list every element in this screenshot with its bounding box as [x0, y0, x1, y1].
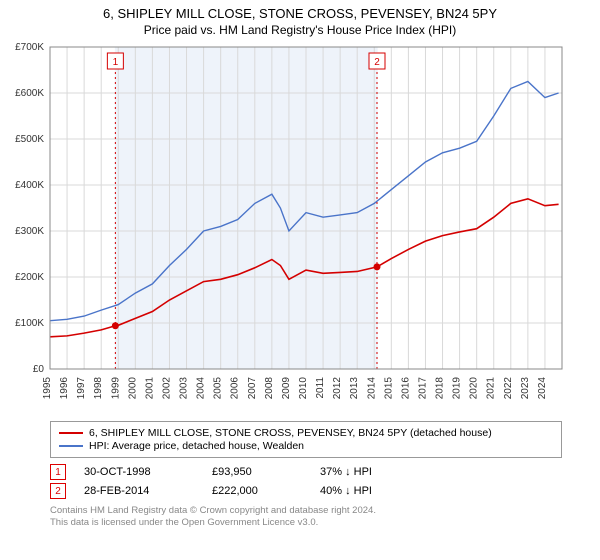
y-axis-label: £200K: [15, 272, 44, 283]
x-axis-label: 2001: [144, 377, 155, 400]
legend-swatch: [59, 445, 83, 447]
marker-badge-text: 1: [113, 57, 119, 68]
legend-item: 6, SHIPLEY MILL CLOSE, STONE CROSS, PEVE…: [59, 427, 553, 439]
x-axis-label: 2000: [127, 377, 138, 400]
marker-badge-text: 2: [374, 57, 380, 68]
credit-text: Contains HM Land Registry data © Crown c…: [50, 505, 600, 530]
x-axis-label: 2009: [281, 377, 292, 400]
x-axis-label: 2003: [179, 377, 190, 400]
shaded-band: [115, 47, 378, 369]
x-axis-label: 2017: [417, 377, 428, 400]
marker-delta: 37% ↓ HPI: [320, 466, 410, 478]
x-axis-label: 2002: [161, 377, 172, 400]
chart-svg: £0 £100K £200K £300K £400K £500K £600K £700K 199…: [0, 37, 600, 417]
marker-table-badge: 2: [50, 483, 66, 499]
marker-delta: 40% ↓ HPI: [320, 485, 410, 497]
x-axis-label: 1997: [76, 377, 87, 400]
x-axis-label: 2023: [520, 377, 531, 400]
marker-table-row: 2 28-FEB-2014 £222,000 40% ↓ HPI: [50, 483, 600, 499]
chart-area: £0 £100K £200K £300K £400K £500K £600K £700K 199…: [0, 37, 600, 417]
x-axis-label: 2012: [332, 377, 343, 400]
x-axis-label: 2018: [435, 377, 446, 400]
x-axis-label: 2022: [503, 377, 514, 400]
marker-price: £222,000: [212, 485, 302, 497]
credit-line-2: This data is licensed under the Open Gov…: [50, 517, 600, 529]
title-line-1: 6, SHIPLEY MILL CLOSE, STONE CROSS, PEVE…: [0, 6, 600, 21]
x-axis-label: 1995: [42, 377, 53, 400]
x-axis-label: 2016: [400, 377, 411, 400]
marker-date: 30-OCT-1998: [84, 466, 194, 478]
x-axis-label: 2010: [298, 377, 309, 400]
x-axis-label: 2011: [315, 377, 326, 399]
x-axis-label: 2020: [469, 377, 480, 400]
y-axis-label: £500K: [15, 134, 44, 145]
title-line-2: Price paid vs. HM Land Registry's House …: [0, 23, 600, 37]
legend-item: HPI: Average price, detached house, Weal…: [59, 440, 553, 452]
x-axis-label: 1999: [110, 377, 121, 400]
x-axis-label: 2019: [452, 377, 463, 400]
legend-label: 6, SHIPLEY MILL CLOSE, STONE CROSS, PEVE…: [89, 427, 492, 439]
x-axis-label: 2004: [196, 377, 207, 400]
marker-price: £93,950: [212, 466, 302, 478]
x-axis-label: 2021: [486, 377, 497, 400]
x-axis-label: 2005: [213, 377, 224, 400]
y-axis-label: £700K: [15, 42, 44, 53]
x-axis-label: 1996: [59, 377, 70, 400]
x-axis-label: 2006: [230, 377, 241, 400]
marker-table-badge: 1: [50, 464, 66, 480]
legend-swatch: [59, 432, 83, 434]
y-axis-label: £600K: [15, 88, 44, 99]
marker-table-row: 1 30-OCT-1998 £93,950 37% ↓ HPI: [50, 464, 600, 480]
marker-date: 28-FEB-2014: [84, 485, 194, 497]
chart-titles: 6, SHIPLEY MILL CLOSE, STONE CROSS, PEVE…: [0, 0, 600, 37]
x-axis-label: 2024: [537, 377, 548, 400]
legend-label: HPI: Average price, detached house, Weal…: [89, 440, 304, 452]
x-axis-label: 2015: [383, 377, 394, 400]
y-axis-label: £300K: [15, 226, 44, 237]
y-axis-label: £0: [33, 364, 45, 375]
marker-table: 1 30-OCT-1998 £93,950 37% ↓ HPI 2 28-FEB-2014…: [50, 464, 600, 499]
x-axis-label: 2014: [366, 377, 377, 400]
credit-line-1: Contains HM Land Registry data © Crown c…: [50, 505, 600, 517]
x-axis-label: 2008: [264, 377, 275, 400]
marker-dot: [112, 322, 119, 329]
marker-dot: [373, 263, 380, 270]
x-axis-label: 2013: [349, 377, 360, 400]
y-axis-label: £100K: [15, 318, 44, 329]
x-axis-label: 2007: [247, 377, 258, 400]
x-axis-label: 1998: [93, 377, 104, 400]
y-axis-label: £400K: [15, 180, 44, 191]
legend: 6, SHIPLEY MILL CLOSE, STONE CROSS, PEVE…: [50, 421, 562, 458]
